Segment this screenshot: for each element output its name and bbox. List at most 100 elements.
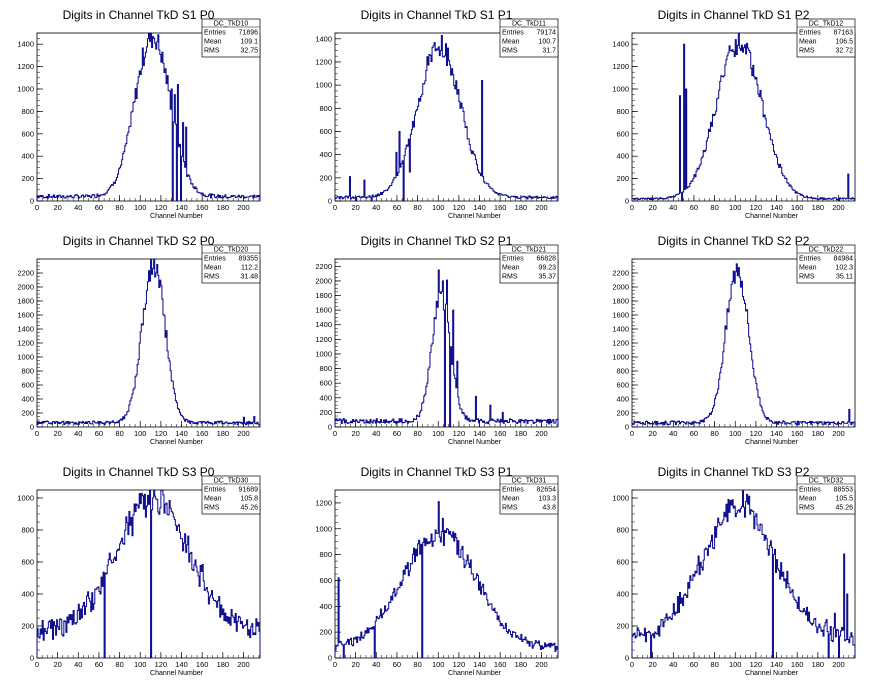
y-tick-label: 800 [21,107,34,116]
x-tick-label: 120 [155,429,168,438]
y-tick-label: 1400 [612,325,629,334]
stats-value: 112.2 [241,265,258,272]
stats-value: 103.3 [538,496,556,503]
y-tick-label: 600 [616,129,629,138]
x-tick-label: 140 [473,203,486,212]
stats-label: Entries [204,30,226,37]
x-tick-label: 160 [196,203,209,212]
plot-frame [631,489,856,659]
y-tick-label: 600 [21,129,34,138]
stats-value: 32.75 [240,48,258,55]
y-tick-label: 1200 [315,57,332,66]
y-tick-label: 2200 [315,262,332,271]
y-tick-label: 1200 [612,62,629,71]
x-tick-label: 60 [690,203,698,212]
x-tick-label: 140 [770,660,783,669]
histogram-panel: Digits in Channel TkD S3 P00200400600800… [17,465,261,677]
histogram-panel: Digits in Channel TkD S1 P00200400600800… [17,8,261,220]
stats-label: Mean [502,496,520,503]
y-tick-label: 2000 [612,283,629,292]
x-tick-label: 100 [134,429,147,438]
stats-name: DC_TkD31 [512,478,547,485]
x-tick-label: 100 [432,429,445,438]
y-tick-label: 2000 [315,276,332,285]
x-tick-label: 0 [630,429,634,438]
x-tick-label: 180 [812,203,825,212]
stats-label: RMS [502,505,518,512]
stats-label: Entries [204,487,226,494]
y-tick-label: 200 [21,174,34,183]
histogram-line [334,35,559,202]
stats-name: DC_TkD20 [214,247,249,254]
x-tick-label: 100 [134,660,147,669]
x-tick-label: 40 [372,429,380,438]
x-tick-label: 120 [453,203,466,212]
x-tick-label: 180 [515,429,528,438]
y-tick-label: 200 [319,173,332,182]
plot-frame [631,258,856,428]
x-axis-label: Channel Number [448,439,502,446]
x-tick-label: 200 [237,429,250,438]
x-tick-label: 120 [453,429,466,438]
x-tick-label: 40 [74,203,82,212]
x-tick-label: 160 [196,660,209,669]
x-tick-label: 140 [175,203,188,212]
y-tick-label: 800 [616,526,629,535]
x-tick-label: 40 [669,203,677,212]
y-tick-label: 1600 [315,306,332,315]
y-tick-label: 400 [319,393,332,402]
y-tick-label: 1800 [612,297,629,306]
x-tick-label: 80 [413,660,421,669]
x-tick-label: 140 [473,660,486,669]
stats-box [201,475,261,515]
x-axis-label: Channel Number [150,670,204,677]
x-tick-label: 20 [648,660,656,669]
x-tick-label: 20 [53,429,61,438]
x-tick-label: 40 [74,660,82,669]
x-tick-label: 60 [690,660,698,669]
histogram-panel: Digits in Channel TkD S3 P10200400600800… [315,465,559,677]
x-tick-label: 200 [535,660,548,669]
x-tick-label: 60 [393,429,401,438]
chart-title: Digits in Channel TkD S2 P0 [63,234,215,248]
stats-box [201,18,261,58]
x-tick-label: 200 [535,203,548,212]
x-axis-label: Channel Number [150,213,204,220]
x-tick-label: 120 [453,660,466,669]
x-tick-label: 40 [74,429,82,438]
stats-label: RMS [204,48,220,55]
histogram-line [36,489,261,659]
stats-name: DC_TkD21 [512,247,547,254]
y-tick-label: 1200 [315,498,332,507]
stats-value: 35.11 [836,274,853,281]
y-tick-label: 0 [30,654,34,663]
stats-label: Mean [799,39,817,46]
y-tick-label: 200 [319,408,332,417]
y-tick-label: 200 [616,174,629,183]
y-tick-label: 1200 [17,62,34,71]
stats-label: Mean [204,39,222,46]
stats-value: 66828 [537,256,557,263]
y-tick-label: 1400 [17,40,34,49]
stats-label: RMS [204,274,220,281]
stats-box [499,475,559,515]
x-tick-label: 180 [812,429,825,438]
x-tick-label: 160 [494,660,507,669]
x-tick-label: 180 [515,203,528,212]
x-tick-label: 80 [413,203,421,212]
x-tick-label: 80 [115,203,123,212]
y-tick-label: 200 [21,622,34,631]
y-tick-label: 1000 [612,85,629,94]
chart-title: Digits in Channel TkD S2 P1 [361,234,513,248]
y-tick-label: 400 [21,395,34,404]
stats-box [201,244,261,284]
stats-value: 87163 [834,30,854,37]
x-tick-label: 200 [832,660,845,669]
stats-box [796,18,856,58]
y-tick-label: 1000 [17,494,34,503]
x-tick-label: 20 [351,203,359,212]
y-tick-label: 2200 [612,269,629,278]
y-tick-label: 400 [21,152,34,161]
y-tick-label: 1000 [17,353,34,362]
x-tick-label: 140 [770,203,783,212]
